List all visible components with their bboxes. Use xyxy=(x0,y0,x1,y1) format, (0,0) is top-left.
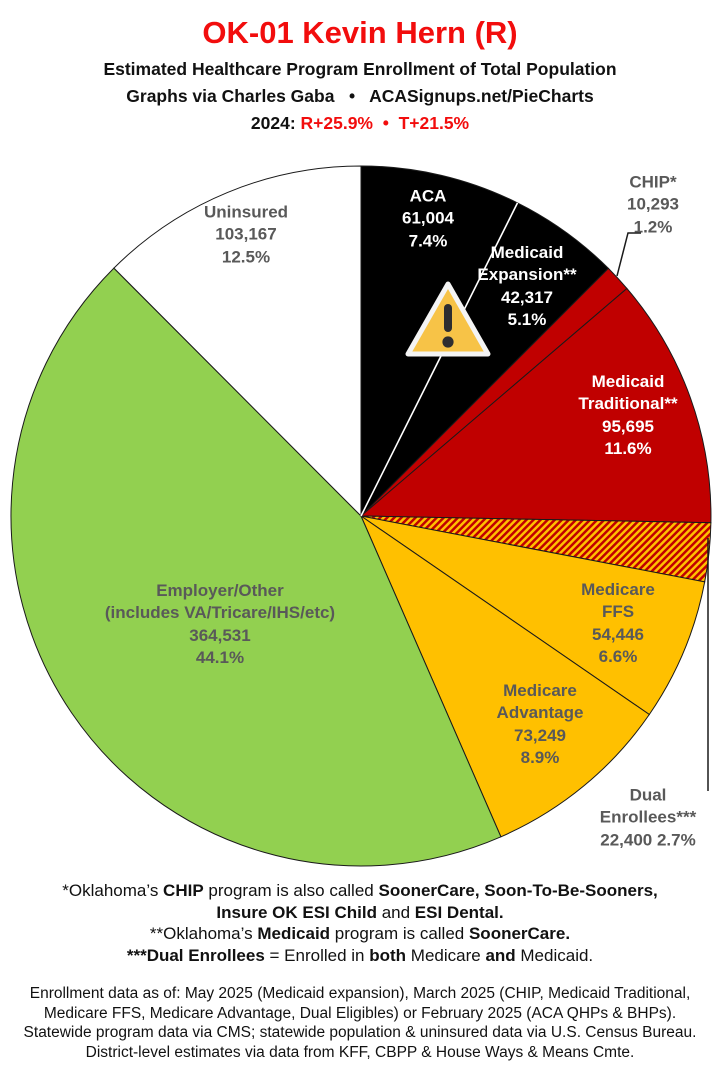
pie-slice-employer-other xyxy=(10,267,502,867)
slice-label-uninsured: Uninsured 103,167 12.5% xyxy=(203,202,289,267)
margin-segment: R+25.9% xyxy=(300,113,373,133)
footnote-line: **Oklahoma’s Medicaid program is called … xyxy=(149,924,571,943)
footnote-line: Insure OK ESI Child and ESI Dental. xyxy=(216,902,504,922)
subtitle: Estimated Healthcare Program Enrollment … xyxy=(103,59,617,79)
warning-triangle-icon xyxy=(405,281,491,357)
pie-slice-uninsured xyxy=(113,165,362,518)
slice-label-dual-enrollees: Dual Enrollees*** 22,400 2.7% xyxy=(599,785,697,850)
pie-slice-medicare-advantage xyxy=(359,514,650,838)
pie-slice-medicaid-traditional xyxy=(359,287,712,524)
pie-svg xyxy=(10,165,712,867)
footnote-line: *Oklahoma’s CHIP program is also called … xyxy=(62,881,658,900)
election-margins-line: 2024: R+25.9% • T+21.5% xyxy=(0,110,720,137)
slice-label-chip: CHIP* 10,293 1.2% xyxy=(627,172,679,237)
slice-label-aca: ACA 61,004 7.4% xyxy=(402,186,454,251)
slice-label-employer-other: Employer/Other (includes VA/Tricare/IHS/… xyxy=(104,581,336,668)
slice-label-medicare-advantage: Medicare Advantage 73,249 8.9% xyxy=(496,681,584,768)
credit-line: Graphs via Charles Gaba • ACASignups.net… xyxy=(126,86,594,106)
footnote-line: ***Dual Enrollees = Enrolled in both Med… xyxy=(126,945,594,965)
page-title: OK-01 Kevin Hern (R) xyxy=(202,15,518,50)
source-note: Enrollment data as of: May 2025 (Medicai… xyxy=(23,985,697,1061)
slice-label-medicaid-traditional: Medicaid Traditional** 95,695 11.6% xyxy=(578,372,678,459)
margin-segment: T+21.5% xyxy=(398,113,470,133)
aca-expansion-divider xyxy=(360,202,519,517)
chip-leader-line xyxy=(616,232,641,277)
pie-chart: ACA 61,004 7.4% Medicaid Expansion** 42,… xyxy=(0,150,720,874)
slice-label-medicare-ffs: Medicare FFS 54,446 6.6% xyxy=(581,580,655,667)
header: OK-01 Kevin Hern (R) Estimated Healthcar… xyxy=(0,0,720,150)
slice-label-medicaid-expansion: Medicaid Expansion** 42,317 5.1% xyxy=(477,243,577,330)
pie-slice-medicare-ffs xyxy=(360,515,706,716)
footnotes: *Oklahoma’s CHIP program is also called … xyxy=(0,880,720,966)
margin-segment: • xyxy=(373,113,399,133)
margin-segment: 2024: xyxy=(250,113,301,133)
